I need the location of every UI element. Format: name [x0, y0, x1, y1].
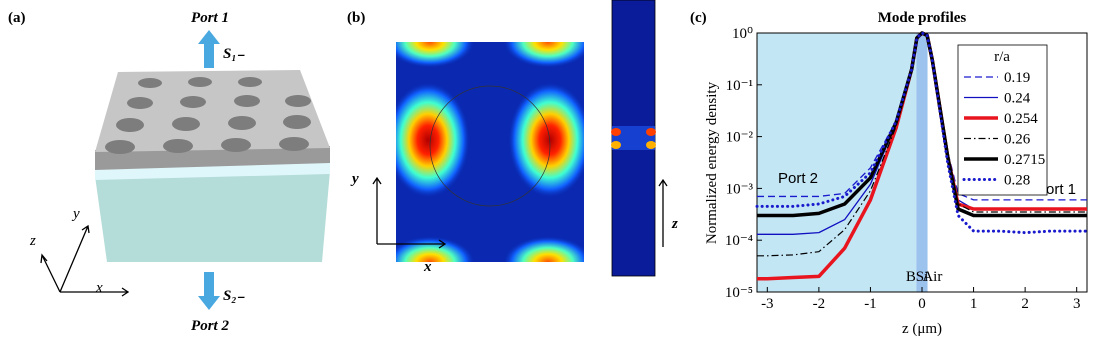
legend-box: [957, 44, 1048, 196]
panel-tag: (b): [347, 10, 365, 26]
x-tick-label: 1: [970, 296, 978, 312]
region-label: Si: [916, 269, 929, 285]
legend-label: 0.24: [1004, 91, 1031, 107]
s-label: S₂₋: [223, 288, 246, 304]
y-axis-label: Normalized energy density: [704, 81, 720, 244]
y-tick-label: 10⁻³: [726, 181, 754, 197]
series-line: [755, 31, 1089, 235]
y-tick-label: 10⁻²: [726, 130, 754, 146]
y-tick-label: 10⁻⁵: [725, 285, 753, 301]
port-label: Port 1: [191, 10, 229, 26]
x-tick-label: -1: [864, 296, 877, 312]
axis-label: y: [71, 206, 80, 222]
x-tick-label: -3: [761, 296, 774, 312]
annotation: Port 2: [778, 170, 818, 187]
x-axis-label: z (μm): [902, 321, 942, 337]
port-arrows: [198, 30, 220, 310]
y-tick-label: 10⁰: [732, 26, 753, 42]
panel-tag: (c): [690, 10, 707, 26]
axis-label: z: [29, 233, 36, 249]
panel-tag: (a): [8, 10, 26, 26]
x-tick-label: 2: [1021, 296, 1029, 312]
legend-label: 0.26: [1004, 132, 1031, 148]
x-tick-label: 0: [918, 296, 926, 312]
axis-label: x: [423, 259, 432, 275]
series-line: [757, 32, 1087, 201]
axis-label: z: [671, 216, 678, 232]
series-line: [757, 32, 1087, 257]
port-label: Port 2: [191, 318, 229, 334]
series-line: [757, 31, 1087, 218]
legend-title: r/a: [994, 49, 1010, 65]
device-3d: [95, 70, 330, 262]
region-label: Air: [922, 269, 942, 285]
region: [757, 33, 917, 292]
legend-label: 0.28: [1004, 173, 1030, 189]
chart-title: Mode profiles: [878, 10, 967, 26]
x-tick-label: -2: [813, 296, 826, 312]
x-tick-label: 3: [1073, 296, 1081, 312]
y-tick-label: 10⁻¹: [726, 78, 753, 94]
s-label: S₁₋: [223, 46, 246, 62]
legend-label: 0.19: [1004, 70, 1030, 86]
legend-label: 0.254: [1004, 111, 1038, 127]
axes-arrows: [372, 176, 668, 249]
axes-triad: [40, 224, 130, 297]
axis-label: x: [95, 280, 103, 296]
plot: BOXSiAir-3-2-1012310⁻⁵10⁻⁴10⁻³10⁻²10⁻¹10…: [725, 26, 1089, 312]
field-map: [396, 42, 584, 262]
side-field-map: [611, 0, 656, 277]
legend-label: 0.2715: [1004, 152, 1045, 168]
region: [916, 33, 928, 292]
axis-label: y: [350, 171, 359, 187]
y-tick-label: 10⁻⁴: [725, 233, 753, 249]
